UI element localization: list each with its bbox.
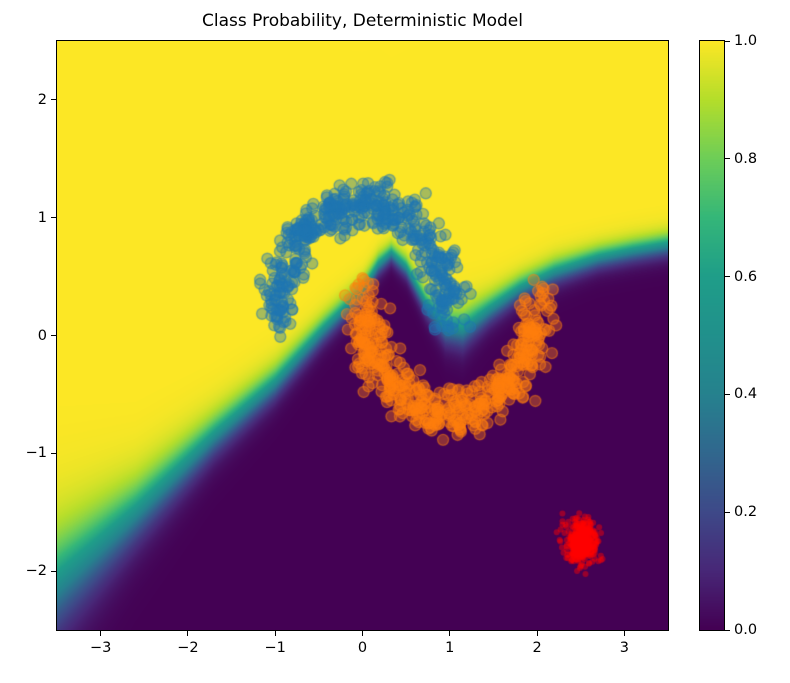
x-tick-mark xyxy=(536,631,538,636)
colorbar-tick-mark xyxy=(725,276,730,278)
x-tick-mark xyxy=(623,631,625,636)
x-tick-label: −3 xyxy=(89,640,112,656)
colorbar-tick-label: 0.2 xyxy=(734,504,758,521)
colorbar-tick-mark xyxy=(725,511,730,513)
colorbar-tick-label: 1.0 xyxy=(734,33,758,49)
colorbar-canvas xyxy=(700,41,724,630)
colorbar-tick-mark xyxy=(725,629,730,631)
colorbar-tick-label: 0.8 xyxy=(734,150,758,167)
x-tick-mark xyxy=(187,631,189,636)
y-tick-mark xyxy=(51,99,56,101)
y-tick-label: 0 xyxy=(37,327,47,344)
x-tick-label: −1 xyxy=(264,640,286,656)
y-tick-label: 1 xyxy=(37,209,47,226)
plot-canvas xyxy=(57,41,668,630)
y-tick-mark xyxy=(51,335,56,336)
x-tick-mark xyxy=(274,631,276,636)
chart-title: Class Probability, Deterministic Model xyxy=(202,11,523,31)
colorbar-tick-label: 0.6 xyxy=(734,268,758,285)
y-tick-mark xyxy=(51,570,56,572)
x-tick-mark xyxy=(449,631,451,636)
colorbar-tick-mark xyxy=(725,158,730,160)
y-tick-mark xyxy=(51,452,56,454)
y-tick-label: 2 xyxy=(37,91,47,108)
colorbar-tick-label: 0.0 xyxy=(734,622,758,638)
x-tick-label: 2 xyxy=(532,640,542,656)
x-tick-mark xyxy=(100,631,102,636)
colorbar-tick-label: 0.4 xyxy=(734,386,758,403)
x-tick-label: 0 xyxy=(357,640,368,656)
y-tick-label: −1 xyxy=(25,445,47,462)
colorbar-tick-mark xyxy=(725,393,730,395)
x-tick-label: −2 xyxy=(177,640,199,656)
x-tick-label: 3 xyxy=(619,640,629,656)
colorbar-tick-mark xyxy=(725,40,730,42)
x-tick-mark xyxy=(362,631,363,636)
y-tick-label: −2 xyxy=(25,563,47,580)
x-tick-label: 1 xyxy=(445,640,455,656)
y-tick-mark xyxy=(51,217,56,219)
